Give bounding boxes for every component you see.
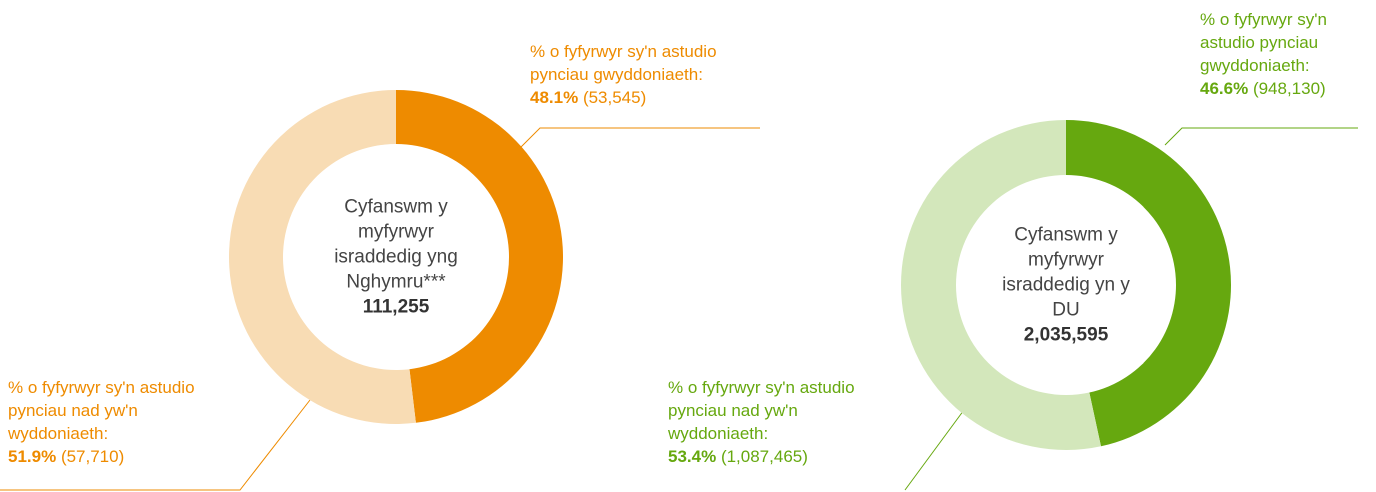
category-label: % o fyfyrwyr sy'n astudio pynciau gwyddo…: [530, 42, 717, 84]
slice-label: % o fyfyrwyr sy'n astudio pynciau nad yw…: [8, 376, 223, 468]
total-label: 2,035,595: [1023, 324, 1109, 346]
count-label: (1,087,465): [720, 447, 808, 466]
center-label: Cyfanswm y myfyrwyr israddedig yn y DU: [1002, 224, 1130, 321]
slice-label: % o fyfyrwyr sy'n astudio pynciau gwyddo…: [530, 40, 745, 109]
donut-slice: [396, 90, 564, 423]
leader-line: [519, 127, 760, 149]
value-line: 48.1% (53,545): [530, 86, 745, 109]
value-line: 46.6% (948,130): [1200, 77, 1350, 100]
donut-slice: [900, 120, 1101, 450]
value-line: 53.4% (1,087,465): [668, 445, 883, 468]
donut-slice: [1066, 120, 1231, 447]
total-label: 111,255: [362, 296, 430, 318]
percent-label: 46.6%: [1200, 79, 1249, 98]
percent-label: 48.1%: [530, 88, 579, 107]
count-label: (57,710): [60, 447, 125, 466]
value-line: 51.9% (57,710): [8, 445, 223, 468]
slice-label: % o fyfyrwyr sy'n astudio pynciau gwyddo…: [1200, 8, 1350, 100]
count-label: (948,130): [1252, 79, 1326, 98]
center-text: Cyfanswm y myfyrwyr israddedig yng Nghym…: [321, 195, 471, 320]
category-label: % o fyfyrwyr sy'n astudio pynciau nad yw…: [8, 378, 195, 443]
leader-line: [1164, 127, 1358, 146]
center-text: Cyfanswm y myfyrwyr israddedig yn y DU 2,…: [1001, 223, 1131, 348]
slice-label: % o fyfyrwyr sy'n astudio pynciau nad yw…: [668, 376, 883, 468]
center-label: Cyfanswm y myfyrwyr israddedig yng Nghym…: [334, 196, 458, 293]
percent-label: 51.9%: [8, 447, 57, 466]
category-label: % o fyfyrwyr sy'n astudio pynciau gwyddo…: [1200, 10, 1327, 75]
donut-slice: [229, 90, 416, 424]
leader-line: [0, 399, 311, 491]
count-label: (53,545): [582, 88, 647, 107]
category-label: % o fyfyrwyr sy'n astudio pynciau nad yw…: [668, 378, 855, 443]
percent-label: 53.4%: [668, 447, 717, 466]
